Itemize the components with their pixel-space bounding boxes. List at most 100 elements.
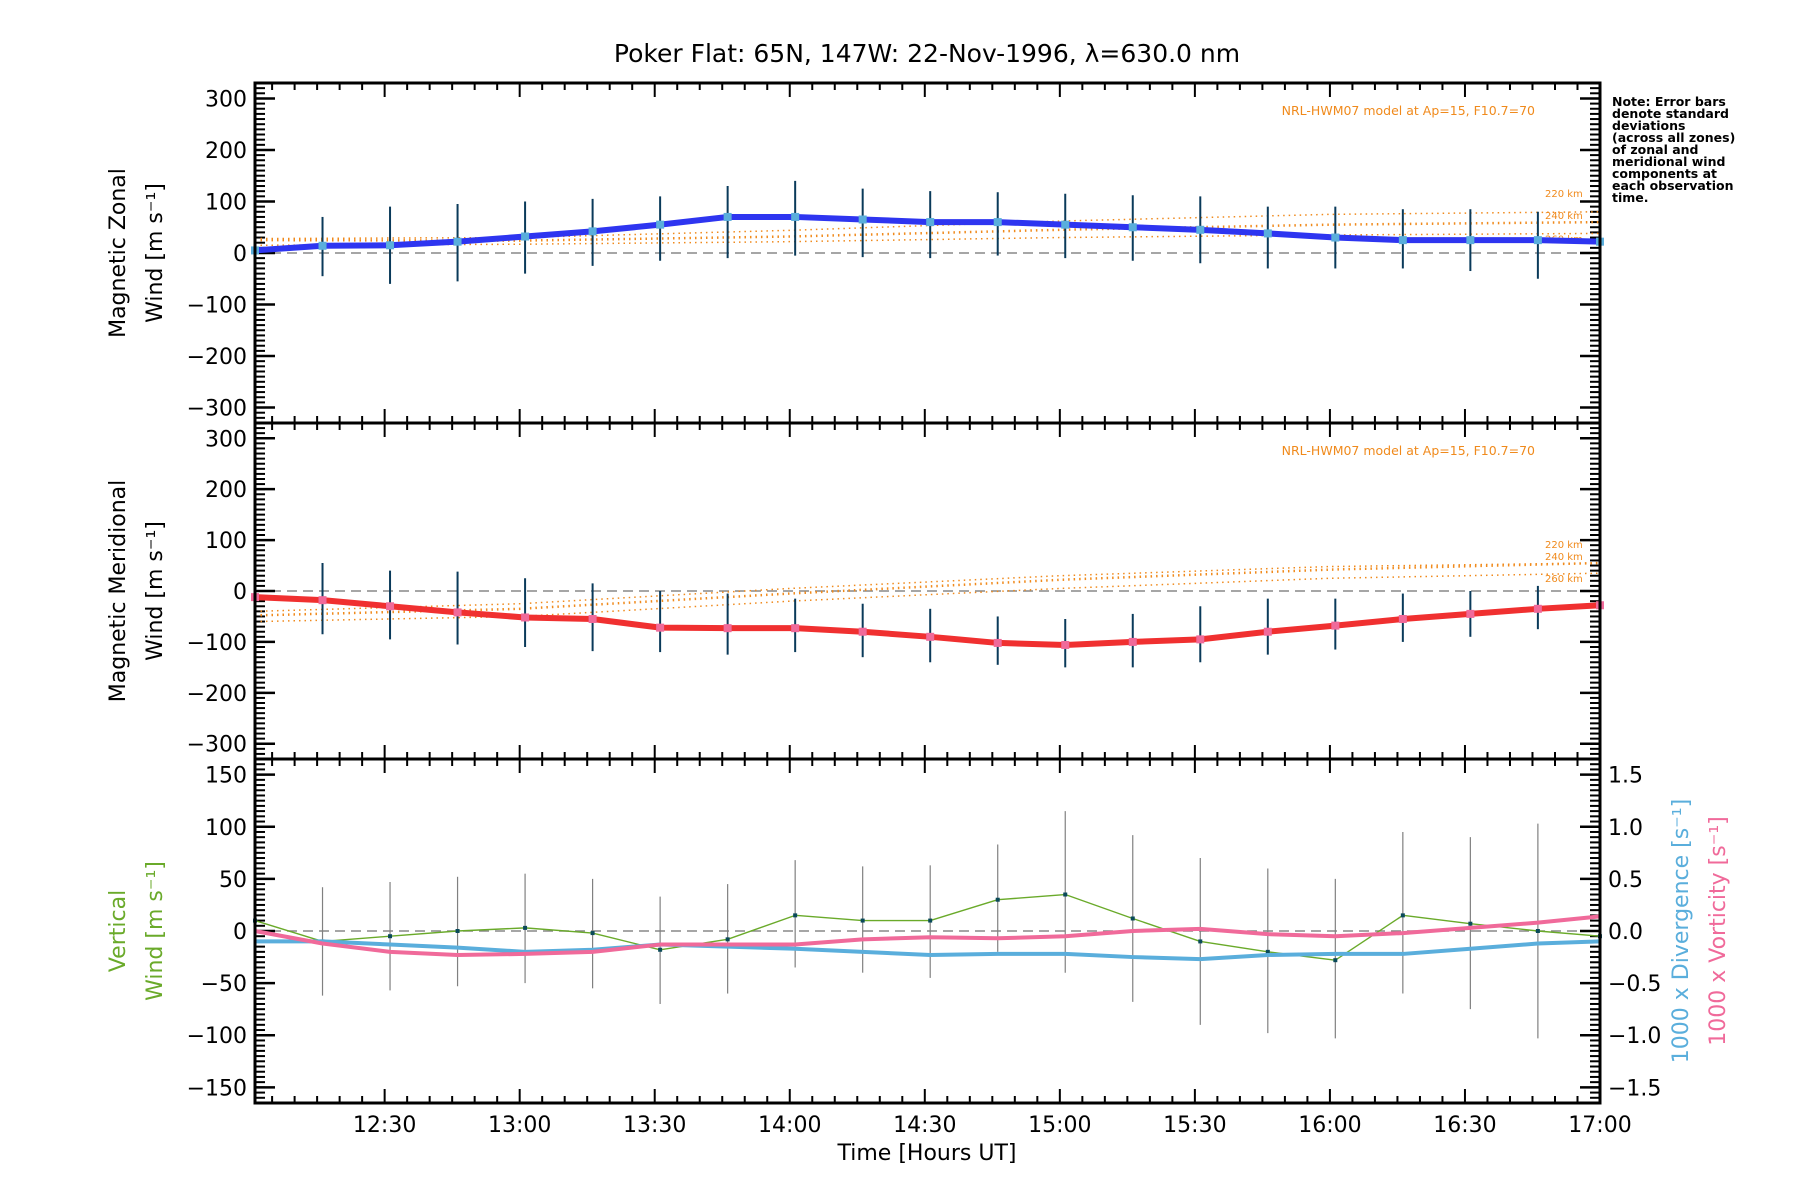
right-axis-label-divergence: 1000 x Divergence [s⁻¹] (1669, 799, 1694, 1063)
y-axis-label-line1: Magnetic Zonal (106, 168, 131, 338)
data-point (521, 613, 530, 622)
data-point (1466, 236, 1475, 245)
right-y-tick-label: 0.0 (1608, 920, 1643, 945)
y-tick-label: −100 (187, 631, 247, 656)
y-axis-label-line1: Magnetic Meridional (106, 480, 131, 702)
data-point (658, 947, 663, 952)
y-tick-label: 300 (205, 427, 247, 452)
data-point (1196, 635, 1205, 644)
data-point (995, 897, 1000, 902)
data-point (1061, 640, 1070, 649)
right-y-tick-label: 0.5 (1608, 868, 1643, 893)
data-point (1061, 220, 1070, 229)
y-tick-label: 0 (233, 580, 247, 605)
model-line-220km (254, 562, 1601, 613)
model-altitude-label: 240 km (1545, 211, 1583, 222)
data-point (858, 215, 867, 224)
y-tick-label: 200 (205, 478, 247, 503)
x-tick-label: 13:00 (488, 1113, 551, 1138)
data-point (993, 218, 1002, 227)
data-point (723, 212, 732, 221)
data-point (1130, 916, 1135, 921)
y-tick-label: 300 (205, 87, 247, 112)
y-tick-label: −150 (187, 1076, 247, 1101)
x-tick-label: 14:30 (893, 1113, 956, 1138)
panel-zonal: 300 200 100 0 −100 −200 −300 Magnetic Zonal Wind… (106, 81, 1604, 425)
y-axis-label-line2: Wind [m s⁻¹] (143, 861, 168, 1001)
data-point (793, 913, 798, 918)
y-tick-label: 0 (233, 242, 247, 267)
model-altitude-label: 260 km (1545, 574, 1583, 585)
y-axis-label-line2: Wind [m s⁻¹] (143, 521, 168, 661)
data-point (1128, 637, 1137, 646)
x-axis-label: Time [Hours UT] (837, 1141, 1017, 1166)
series-line-1000-x-divergence (255, 939, 1601, 962)
y-axis-label-line1: Vertical (106, 890, 131, 972)
y-tick-label: −100 (187, 1024, 247, 1049)
data-point (453, 608, 462, 617)
y-tick-label: 200 (205, 139, 247, 164)
panel-frame (253, 757, 1602, 1105)
data-point (1466, 609, 1475, 618)
model-label: NRL-HWM07 model at Ap=15, F10.7=70 (1282, 443, 1535, 458)
y-axis-label-line2: Wind [m s⁻¹] (143, 183, 168, 323)
data-point (928, 918, 933, 923)
data-point (1533, 604, 1542, 613)
chart-title: Poker Flat: 65N, 147W: 22-Nov-1996, λ=63… (614, 39, 1240, 68)
data-point (1398, 615, 1407, 623)
data-point (453, 237, 462, 246)
data-point (1331, 233, 1340, 242)
y-tick-label: 0 (233, 920, 247, 945)
data-point (1468, 921, 1473, 926)
data-point (926, 632, 935, 641)
data-point (1400, 913, 1405, 918)
x-tick-label: 15:30 (1163, 1113, 1226, 1138)
right-axis-label-vorticity: 1000 x Vorticity [s⁻¹] (1706, 816, 1731, 1046)
panel-vertical: 150 100 50 0 −50 −100 −150 Vertical Wind [m s⁻¹]… (106, 757, 1731, 1105)
right-y-tick-label: 1.5 (1608, 764, 1643, 789)
x-tick-label: 17:00 (1568, 1113, 1631, 1138)
x-tick-label: 12:30 (353, 1113, 416, 1138)
data-point (523, 925, 528, 930)
data-point (860, 918, 865, 923)
model-altitude-label: 220 km (1545, 189, 1583, 200)
data-point (1263, 229, 1272, 238)
data-point (1198, 939, 1203, 944)
data-point (993, 638, 1002, 647)
right-y-tick-label: 1.0 (1608, 816, 1643, 841)
y-tick-label: −300 (187, 397, 247, 422)
y-tick-label: −300 (187, 733, 247, 758)
data-point (318, 241, 327, 250)
panel-meridional: 300 200 100 0 −100 −200 −300 Magnetic Meridiona… (106, 421, 1604, 761)
data-point (588, 615, 597, 623)
y-tick-label: −100 (187, 294, 247, 319)
data-point (1196, 225, 1205, 234)
model-line-260km (254, 572, 1601, 623)
y-tick-label: −50 (201, 972, 247, 997)
x-tick-label: 13:30 (623, 1113, 686, 1138)
data-point (1398, 236, 1407, 245)
right-y-tick-label: −1.5 (1608, 1076, 1661, 1101)
right-y-tick-label: −0.5 (1608, 972, 1661, 997)
data-point (656, 220, 665, 229)
x-tick-label: 15:00 (1028, 1113, 1091, 1138)
y-tick-label: 100 (205, 190, 247, 215)
data-point (791, 212, 800, 221)
model-line-260km (254, 232, 1601, 247)
data-point (1128, 223, 1137, 232)
x-tick-label: 16:00 (1298, 1113, 1361, 1138)
model-altitude-label: 220 km (1545, 540, 1583, 551)
y-tick-label: 100 (205, 529, 247, 554)
data-point (1535, 929, 1540, 933)
data-point (388, 934, 393, 939)
data-point (725, 937, 730, 942)
data-point (588, 227, 597, 236)
data-point (1333, 958, 1338, 963)
panels: 300 200 100 0 −100 −200 −300 Magnetic Zonal Wind… (106, 81, 1731, 1138)
data-point (858, 627, 867, 636)
data-point (1331, 621, 1340, 630)
data-point (1263, 627, 1272, 636)
data-point (1533, 236, 1542, 245)
data-point (656, 623, 665, 632)
